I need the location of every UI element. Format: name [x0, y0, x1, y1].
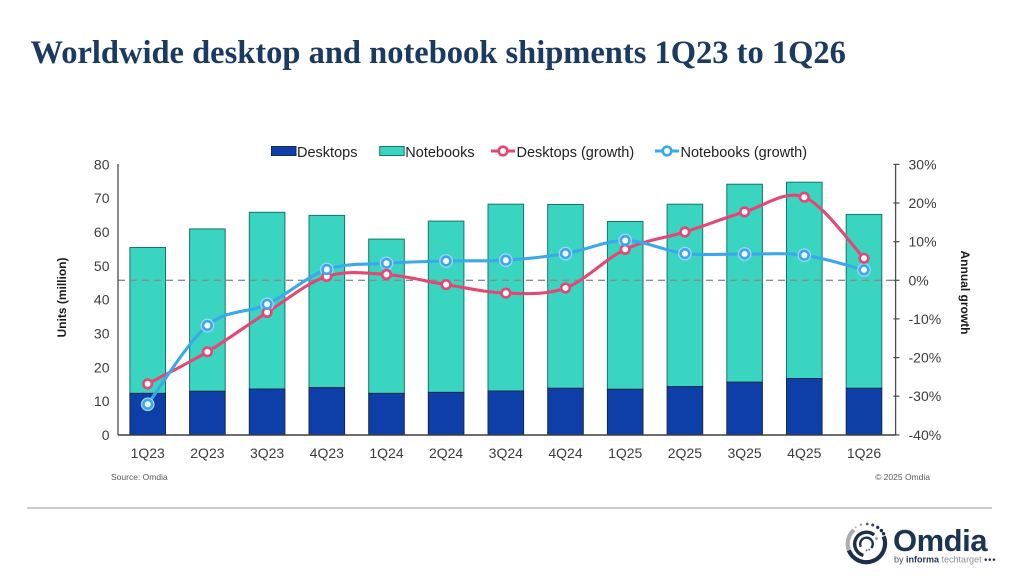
svg-text:2Q24: 2Q24	[429, 445, 463, 461]
svg-text:Notebooks (growth): Notebooks (growth)	[681, 145, 808, 161]
svg-text:4Q25: 4Q25	[787, 445, 821, 461]
svg-text:-40%: -40%	[909, 427, 942, 443]
svg-text:40: 40	[94, 292, 110, 308]
svg-text:by informa techtarget •••: by informa techtarget •••	[894, 555, 997, 565]
svg-text:3Q25: 3Q25	[727, 445, 761, 461]
svg-text:Annual growth: Annual growth	[958, 251, 972, 335]
svg-text:0%: 0%	[909, 272, 929, 288]
svg-text:1Q23: 1Q23	[131, 445, 165, 461]
svg-text:10: 10	[94, 393, 110, 409]
svg-text:Omdia: Omdia	[893, 523, 988, 558]
svg-text:20%: 20%	[909, 195, 937, 211]
svg-text:70: 70	[94, 190, 110, 206]
svg-text:30%: 30%	[909, 156, 937, 172]
svg-text:4Q24: 4Q24	[548, 445, 582, 461]
svg-text:10%: 10%	[909, 234, 937, 250]
svg-text:-20%: -20%	[909, 350, 942, 366]
svg-text:Desktops (growth): Desktops (growth)	[517, 145, 635, 161]
svg-text:3Q24: 3Q24	[489, 445, 523, 461]
svg-text:-30%: -30%	[909, 388, 942, 404]
svg-text:Source: Omdia: Source: Omdia	[111, 472, 168, 482]
svg-text:30: 30	[94, 326, 110, 342]
svg-text:60: 60	[94, 224, 110, 240]
svg-text:4Q23: 4Q23	[310, 445, 344, 461]
svg-text:50: 50	[94, 258, 110, 274]
svg-text:3Q23: 3Q23	[250, 445, 284, 461]
svg-text:80: 80	[94, 156, 110, 172]
svg-text:20: 20	[94, 359, 110, 375]
svg-text:Notebooks: Notebooks	[405, 145, 474, 161]
svg-text:2Q25: 2Q25	[668, 445, 702, 461]
svg-text:Worldwide desktop and notebook: Worldwide desktop and notebook shipments…	[31, 35, 846, 71]
svg-text:© 2025 Omdia: © 2025 Omdia	[875, 472, 930, 482]
svg-text:1Q24: 1Q24	[369, 445, 403, 461]
svg-text:Desktops: Desktops	[297, 145, 357, 161]
svg-text:1Q25: 1Q25	[608, 445, 642, 461]
svg-text:1Q26: 1Q26	[847, 445, 881, 461]
svg-text:Units (million): Units (million)	[55, 258, 69, 338]
svg-text:-10%: -10%	[909, 311, 942, 327]
svg-text:0: 0	[102, 427, 110, 443]
svg-text:2Q23: 2Q23	[190, 445, 224, 461]
